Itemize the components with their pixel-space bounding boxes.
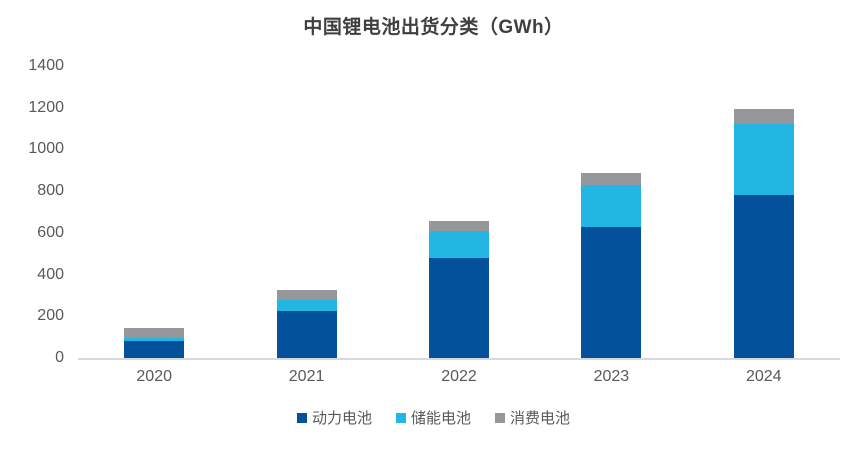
x-axis-tick-label: 2024 [745, 368, 782, 385]
legend-label: 动力电池 [311, 410, 372, 427]
bar-segment-consumer-battery-2021 [276, 289, 337, 300]
y-axis-tick-label: 1200 [28, 98, 64, 116]
chart-title: 中国锂电池出货分类（GWh） [303, 17, 564, 38]
legend-swatch-icon [495, 412, 505, 423]
plot-area [78, 66, 840, 360]
y-axis-tick-label: 600 [37, 223, 64, 241]
x-axis-tick-label: 2023 [593, 368, 630, 385]
y-axis-tick-label: 1400 [28, 57, 64, 74]
legend-item-consumer-battery: 消费电池 [495, 407, 570, 428]
y-axis-tick-label: 0 [55, 349, 64, 366]
bar-2024 [733, 108, 794, 358]
x-axis-tick-label: 2022 [441, 368, 477, 385]
bar-segment-energy-storage-battery-2022 [429, 230, 489, 258]
bar-segment-energy-storage-battery-2024 [733, 124, 794, 196]
legend-item-power-battery: 动力电池 [296, 407, 372, 428]
bar-segment-consumer-battery-2020 [124, 328, 185, 339]
x-axis: 2020 2021 2022 2023 2024 [78, 366, 840, 388]
legend: 动力电池 储能电池 消费电池 [0, 407, 867, 428]
y-axis: 0 200 400 600 800 1000 1200 1400 [0, 57, 64, 366]
legend-item-energy-storage-battery: 储能电池 [395, 407, 471, 428]
bar-2023 [581, 173, 642, 358]
legend-swatch-icon [296, 412, 307, 423]
bar-segment-energy-storage-battery-2021 [276, 299, 337, 311]
bar-segment-power-battery-2021 [276, 310, 337, 358]
y-axis-tick-label: 800 [37, 182, 64, 200]
bar-2020 [124, 328, 185, 358]
legend-label: 消费电池 [510, 410, 571, 427]
legend-swatch-icon [395, 412, 406, 423]
bar-segment-energy-storage-battery-2020 [124, 338, 185, 342]
bar-segment-consumer-battery-2024 [733, 108, 794, 125]
bar-segment-power-battery-2022 [429, 257, 489, 358]
y-axis-tick-label: 400 [37, 265, 64, 283]
bar-segment-power-battery-2020 [124, 341, 185, 358]
bar-segment-energy-storage-battery-2023 [581, 184, 642, 227]
x-axis-tick-label: 2021 [288, 368, 325, 385]
y-axis-tick-label: 200 [37, 307, 64, 325]
y-axis-tick-label: 1000 [28, 140, 64, 158]
bar-segment-power-battery-2024 [733, 195, 794, 358]
x-axis-tick-label: 2020 [136, 368, 172, 385]
bar-2022 [429, 221, 489, 358]
legend-label: 储能电池 [410, 410, 471, 427]
bar-segment-consumer-battery-2023 [581, 173, 642, 185]
bar-segment-power-battery-2023 [581, 226, 642, 358]
x-axis-line [78, 358, 840, 360]
bar-segment-consumer-battery-2022 [429, 221, 489, 231]
bar-2021 [276, 289, 337, 358]
